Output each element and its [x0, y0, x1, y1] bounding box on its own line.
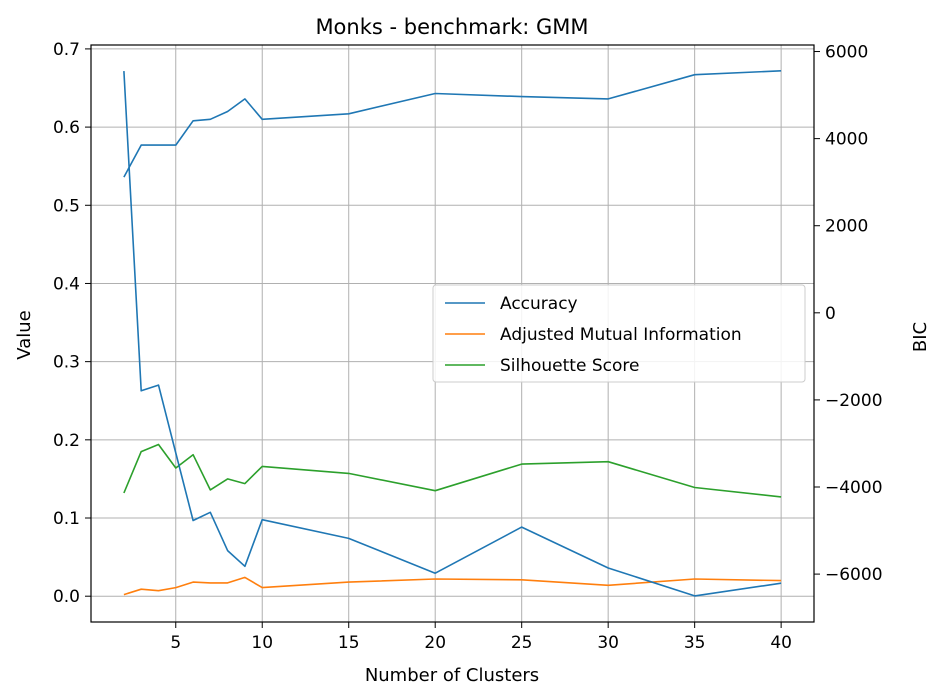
- y2-tick-label: −4000: [825, 478, 883, 498]
- series-line-silhouette-score: [123, 443, 782, 498]
- legend-label: Silhouette Score: [500, 356, 639, 376]
- series-line-accuracy: [123, 70, 782, 178]
- x-tick-label: 40: [770, 633, 792, 653]
- y-tick-label: 0.7: [53, 40, 80, 60]
- legend: Accuracy Adjusted Mutual Information Silho…: [432, 284, 806, 383]
- y-axis-left: 0.0 0.1 0.2 0.3 0.4 0.5 0.6 0.7: [53, 40, 91, 607]
- y-tick-label: 0.1: [53, 509, 80, 529]
- x-tick-label: 25: [511, 633, 533, 653]
- x-tick-label: 15: [338, 633, 360, 653]
- grid: [91, 45, 814, 622]
- legend-box: [432, 284, 806, 383]
- x-tick-label: 5: [170, 633, 181, 653]
- x-tick-label: 35: [684, 633, 706, 653]
- y2-tick-label: −6000: [825, 565, 883, 585]
- y-tick-label: 0.3: [53, 353, 80, 373]
- legend-label: Adjusted Mutual Information: [500, 325, 742, 345]
- y-tick-label: 0.0: [53, 587, 80, 607]
- y2-tick-label: 0: [825, 304, 836, 324]
- plot-frame: [90, 44, 815, 623]
- y-tick-label: 0.5: [53, 196, 80, 216]
- y-tick-label: 0.6: [53, 118, 80, 138]
- y-tick-label: 0.4: [53, 274, 80, 294]
- series-line-bic: [123, 71, 782, 597]
- x-tick-label: 30: [597, 633, 619, 653]
- y-tick-label: 0.2: [53, 431, 80, 451]
- x-tick-label: 20: [424, 633, 446, 653]
- y-axis-label: Value: [14, 310, 35, 359]
- legend-label: Accuracy: [500, 294, 578, 314]
- y2-tick-label: 6000: [825, 43, 868, 63]
- x-axis-label: Number of Clusters: [365, 665, 539, 686]
- y2-tick-label: 4000: [825, 130, 868, 150]
- x-axis: 5 10 15 20 25 30 35 40: [170, 622, 792, 653]
- y-axis-right: −6000 −4000 −2000 0 2000 4000 6000: [814, 43, 883, 585]
- y2-tick-label: −2000: [825, 391, 883, 411]
- y2-tick-label: 2000: [825, 217, 868, 237]
- x-tick-label: 10: [251, 633, 273, 653]
- y2-axis-label: BIC: [910, 322, 931, 352]
- chart-title: Monks - benchmark: GMM: [315, 15, 588, 39]
- series-lines: [123, 70, 782, 597]
- series-line-adjusted-mutual-information: [123, 576, 782, 596]
